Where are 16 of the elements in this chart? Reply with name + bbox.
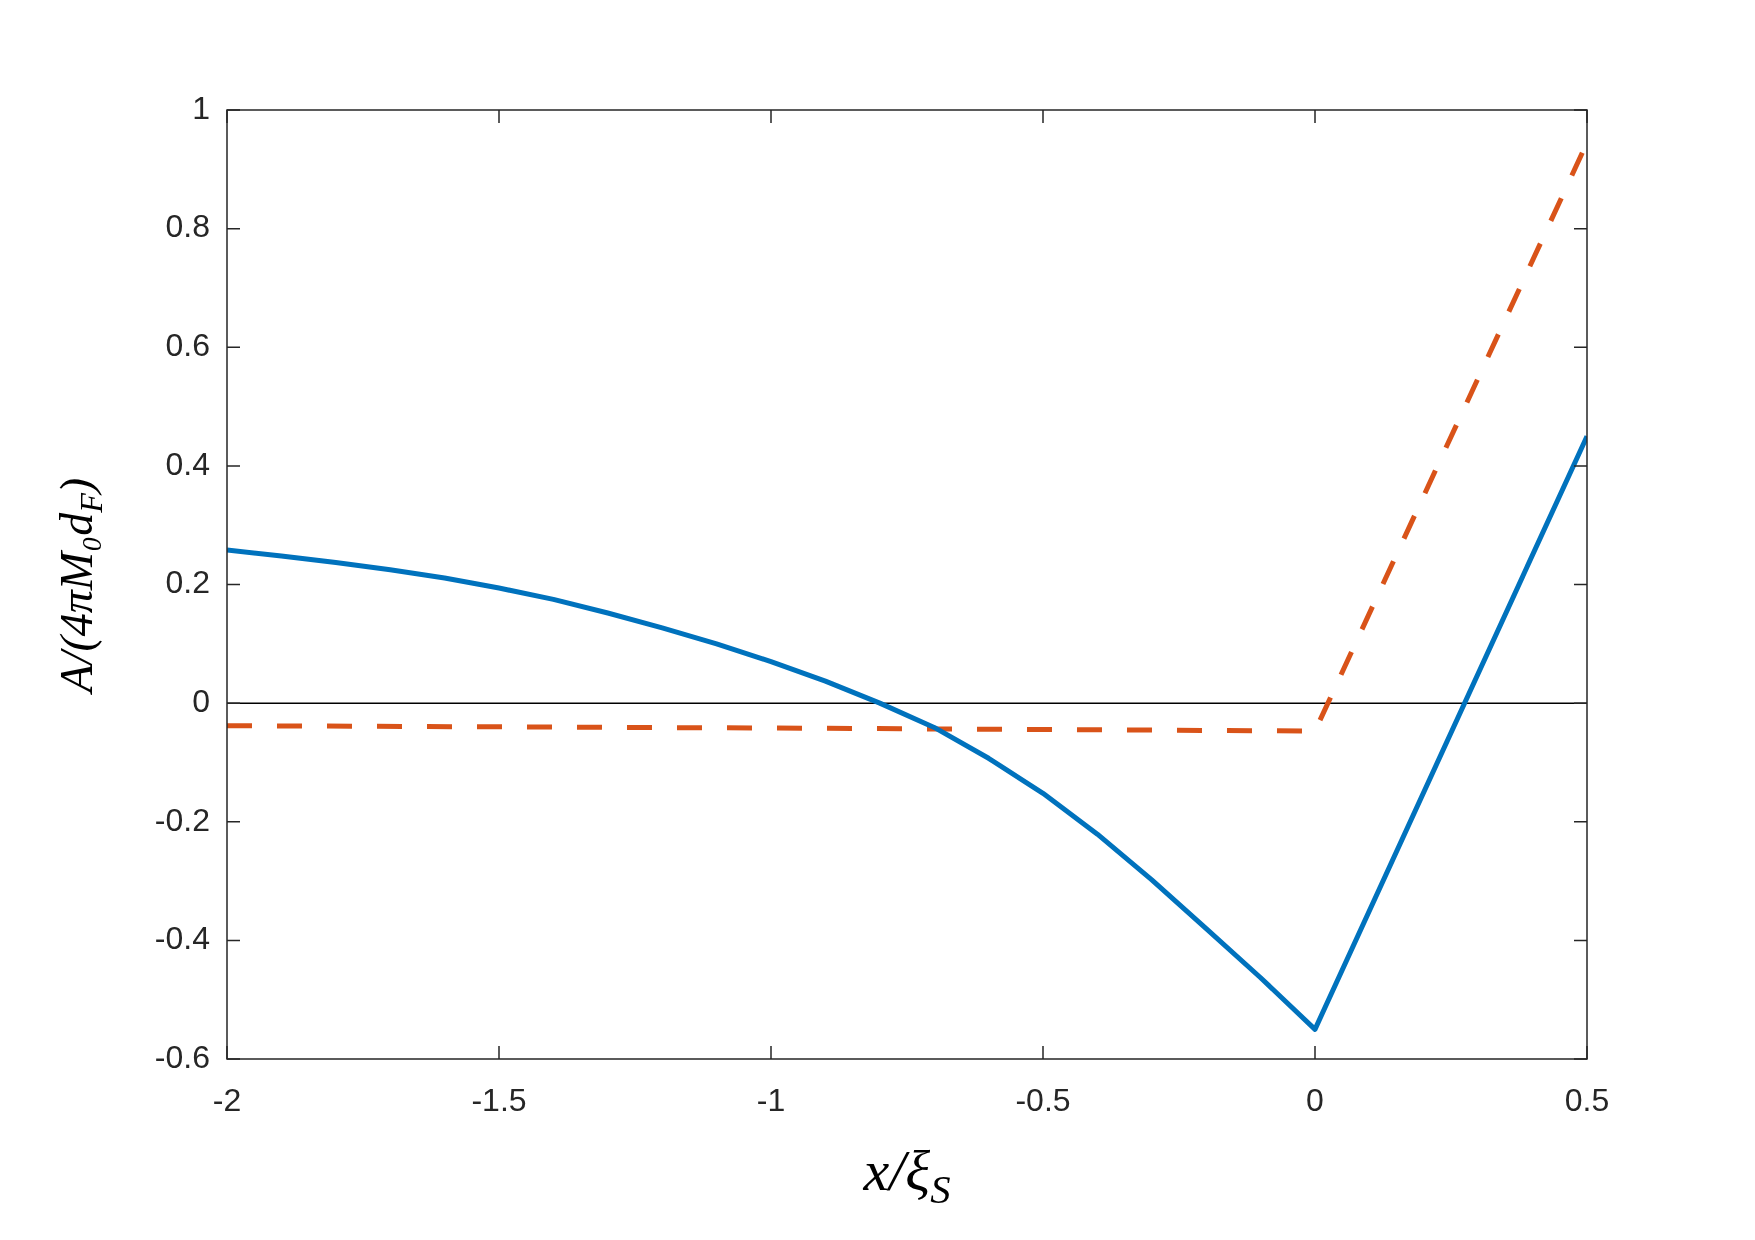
- y-tick-label: 0.6: [165, 327, 210, 364]
- y-tick-label: -0.2: [154, 801, 210, 838]
- y-tick-label: 0: [192, 682, 210, 719]
- y-tick-label: -0.6: [154, 1038, 210, 1075]
- y-tick-label: -0.4: [154, 920, 210, 957]
- y-tick-label: 0.8: [165, 208, 210, 245]
- y-tick-label: 1: [192, 89, 210, 126]
- x-tick-label: -1.5: [471, 1082, 527, 1119]
- y-tick-label: 0.2: [165, 564, 210, 601]
- x-tick-label: -0.5: [1015, 1082, 1071, 1119]
- x-tick-label: 0: [1306, 1082, 1324, 1119]
- x-tick-label: -1: [756, 1082, 786, 1119]
- x-tick-label: 0.5: [1564, 1082, 1610, 1119]
- x-tick-label: -2: [212, 1082, 242, 1119]
- y-tick-label: 0.4: [165, 445, 210, 482]
- x-axis-title: x/ξ$_{S}$: [863, 1137, 951, 1213]
